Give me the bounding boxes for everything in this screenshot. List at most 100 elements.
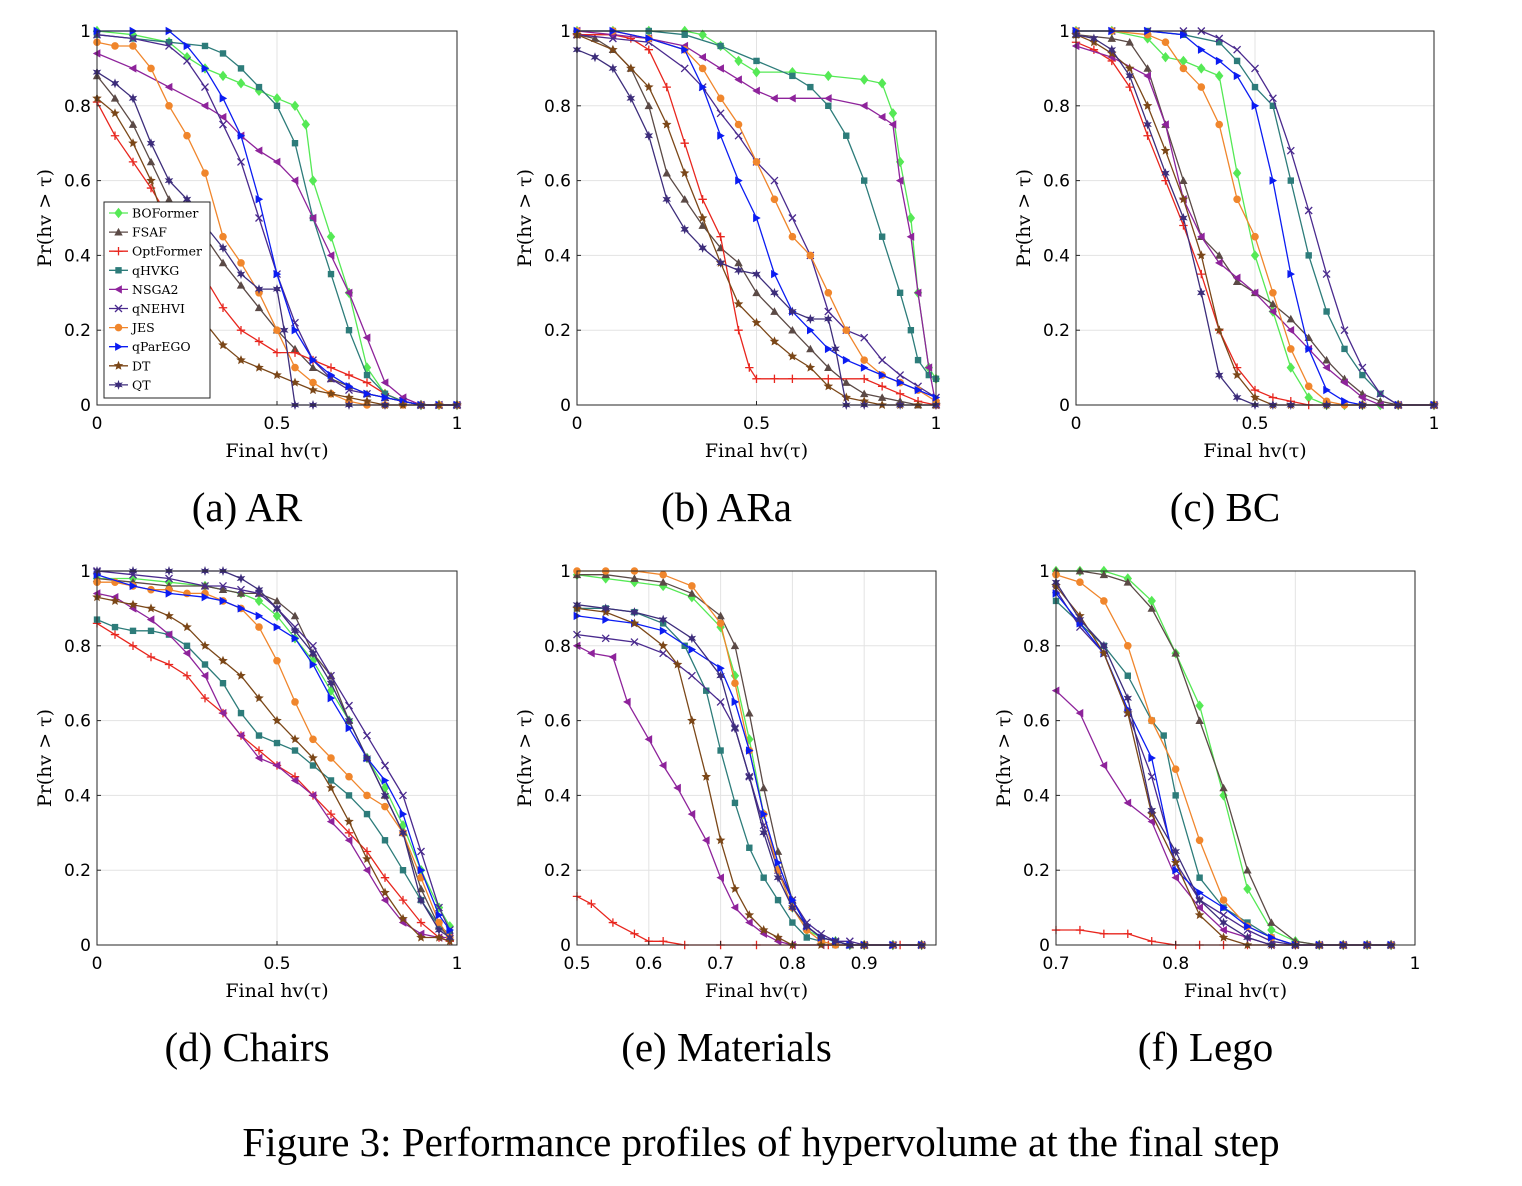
data-point-jes [1197, 83, 1206, 91]
data-point-optformer [745, 363, 754, 372]
data-point-qt [680, 224, 689, 235]
data-point-qparego [771, 269, 779, 279]
x-tick-label: 1 [931, 414, 942, 434]
data-point-qhvkg [111, 623, 119, 631]
data-point-fsaf [1107, 34, 1116, 42]
y-axis-label: Pr(hv > τ) [993, 709, 1015, 807]
data-point-qparego [842, 355, 851, 365]
data-point-nsga2 [290, 176, 299, 185]
data-point-boformer [1250, 250, 1260, 261]
data-point-nsga2 [860, 101, 868, 110]
data-point-jes [1304, 382, 1313, 391]
data-point-qparego [645, 34, 653, 43]
data-point-fsaf [788, 326, 797, 334]
data-point-qnehvi [1340, 326, 1349, 335]
data-point-optformer [326, 809, 336, 819]
data-point-qhvkg [789, 919, 796, 926]
subfigure-caption: (a) AR [192, 484, 303, 530]
data-point-qt [272, 603, 282, 614]
y-tick-label: 0.4 [1023, 786, 1050, 806]
data-point-qnehvi [1304, 206, 1313, 215]
data-point-optformer [1143, 131, 1152, 140]
data-point-qhvkg [1269, 102, 1277, 109]
data-point-qparego [760, 809, 768, 819]
data-point-qnehvi [788, 214, 797, 222]
data-point-nsga2 [608, 652, 617, 662]
data-point-qparego [659, 626, 668, 636]
subfigure-caption: (c) BC [1170, 484, 1280, 530]
data-point-optformer [1125, 82, 1134, 92]
data-point-nsga2 [623, 697, 631, 707]
data-point-optformer [416, 918, 426, 927]
data-point-jes [688, 582, 696, 590]
legend-marker [114, 227, 123, 236]
data-point-fsaf [1268, 299, 1278, 308]
data-point-qt [128, 93, 138, 104]
data-point-qparego [717, 131, 725, 140]
data-point-qparego [219, 94, 228, 103]
data-point-nsga2 [308, 213, 317, 223]
legend-label: DT [132, 358, 151, 373]
data-point-fsaf [658, 578, 668, 586]
data-point-jes [842, 326, 851, 335]
y-tick-label: 0.4 [544, 246, 571, 266]
data-point-jes [345, 772, 353, 781]
legend: BOFormer FSAF OptFormer qHVKG NSGA2 qNEHVI JES… [103, 201, 211, 399]
data-point-qhvkg [201, 42, 209, 50]
data-point-qhvkg [201, 661, 209, 668]
data-point-qt [716, 257, 725, 268]
data-point-jes [255, 623, 263, 631]
data-point-nsga2 [362, 866, 371, 875]
y-tick-label: 0.4 [64, 786, 91, 806]
data-point-jes [716, 94, 725, 103]
data-point-qt [759, 827, 768, 838]
data-point-qt [146, 138, 156, 149]
data-point-dt [1123, 708, 1133, 718]
data-point-fsaf [698, 221, 707, 229]
data-point-boformer [698, 29, 707, 40]
data-point-dt [697, 213, 708, 222]
data-point-qparego [1244, 922, 1252, 931]
x-tick-label: 0.5 [263, 954, 290, 974]
data-point-optformer [644, 45, 653, 54]
data-point-optformer [110, 630, 120, 639]
y-axis-label: Pr(hv > τ) [34, 709, 56, 807]
legend-label: OptFormer [132, 244, 202, 259]
data-point-dt [715, 835, 726, 845]
data-point-nsga2 [182, 649, 191, 658]
x-tick-label: 0.6 [635, 954, 662, 974]
data-point-dt [236, 355, 246, 365]
data-point-dt [1099, 648, 1109, 658]
data-point-qhvkg [1196, 874, 1203, 881]
data-point-fsaf [1123, 578, 1132, 586]
data-point-dt [290, 377, 300, 387]
x-tick-label: 1 [1410, 954, 1421, 974]
data-point-boformer [290, 100, 300, 111]
legend-label: BOFormer [132, 206, 198, 221]
data-point-optformer [398, 895, 408, 905]
data-point-optformer [1099, 929, 1109, 938]
data-point-qt [380, 790, 390, 801]
data-point-nsga2 [326, 251, 335, 260]
data-point-nsga2 [272, 761, 281, 770]
data-point-qhvkg [363, 371, 371, 379]
data-point-qparego [1251, 101, 1260, 110]
data-point-dt [733, 299, 744, 309]
data-point-qt [788, 902, 797, 913]
x-axis-label: Final hv(τ) [705, 440, 808, 462]
data-point-qt [1125, 70, 1134, 81]
data-point-qhvkg [165, 39, 173, 46]
data-point-fsaf [662, 168, 671, 177]
data-point-qparego [345, 723, 354, 733]
data-point-qparego [291, 326, 300, 335]
y-tick-label: 0 [1039, 936, 1050, 956]
data-point-nsga2 [164, 82, 173, 92]
data-point-qhvkg [147, 627, 155, 635]
data-point-optformer [716, 232, 725, 241]
data-point-qparego [417, 866, 426, 875]
series-line-qparego [1076, 30, 1434, 406]
data-point-qhvkg [381, 837, 389, 844]
data-point-fsaf [630, 574, 639, 582]
data-point-qparego [327, 370, 336, 380]
data-point-nsga2 [164, 630, 173, 639]
